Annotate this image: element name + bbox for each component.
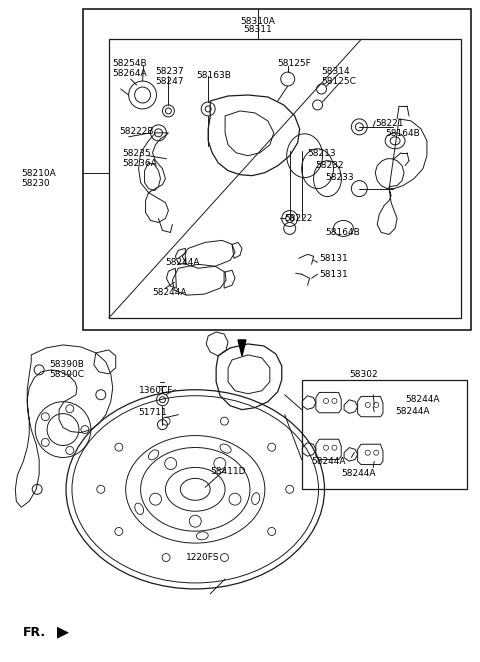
Text: 58390B: 58390B: [49, 360, 84, 369]
Text: 58310A: 58310A: [240, 17, 276, 26]
Text: 58235: 58235: [123, 149, 151, 158]
Text: 58254B: 58254B: [113, 59, 147, 68]
Text: 58237: 58237: [156, 67, 184, 76]
Text: 58411D: 58411D: [210, 467, 246, 477]
Text: 58244A: 58244A: [395, 406, 430, 416]
Text: 58311: 58311: [243, 25, 272, 34]
Text: 58131: 58131: [320, 270, 348, 279]
Text: 58213: 58213: [308, 149, 336, 158]
Text: 58210A: 58210A: [21, 169, 56, 177]
Bar: [109, 39, 461, 318]
Text: 58236A: 58236A: [123, 159, 157, 167]
Polygon shape: [238, 340, 246, 356]
Text: 58131: 58131: [320, 254, 348, 263]
Text: 58164B: 58164B: [385, 129, 420, 138]
Text: 58390C: 58390C: [49, 370, 84, 379]
Text: 1360CF: 1360CF: [139, 386, 173, 395]
Text: 58233: 58233: [325, 173, 354, 181]
Text: 58264A: 58264A: [113, 69, 147, 78]
Text: 58222B: 58222B: [120, 127, 154, 136]
Text: 58302: 58302: [349, 370, 378, 379]
Text: 58244A: 58244A: [166, 258, 200, 267]
Text: 58222: 58222: [285, 214, 313, 224]
Polygon shape: [57, 627, 69, 639]
Text: 58125F: 58125F: [277, 59, 311, 68]
Text: FR.: FR.: [23, 626, 47, 639]
Text: 58247: 58247: [156, 77, 184, 86]
Text: 58163B: 58163B: [196, 71, 231, 80]
Text: 1220FS: 1220FS: [186, 553, 220, 562]
Text: 58244A: 58244A: [405, 395, 440, 404]
Text: 51711: 51711: [139, 408, 168, 416]
Text: 58244A: 58244A: [153, 288, 187, 297]
Bar: [301, 380, 467, 489]
Text: 58314: 58314: [322, 67, 350, 76]
Text: 58221: 58221: [375, 119, 404, 128]
Bar: [83, 9, 471, 330]
Text: 58230: 58230: [21, 179, 50, 187]
Text: 58164B: 58164B: [325, 228, 360, 238]
Text: 58125C: 58125C: [322, 77, 357, 86]
Text: 58244A: 58244A: [312, 457, 346, 467]
Text: 58244A: 58244A: [341, 469, 376, 479]
Text: 58232: 58232: [315, 161, 344, 169]
